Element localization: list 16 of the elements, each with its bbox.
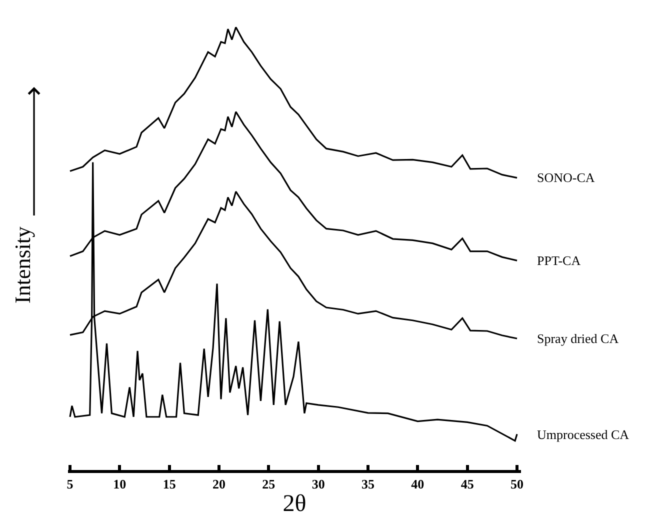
x-tick-label: 35 [362,476,376,492]
x-tick-label: 20 [212,476,226,492]
series-label: SONO-CA [537,170,596,185]
x-tick-label: 5 [66,476,74,492]
x-tick-label: 30 [312,476,325,492]
x-tick-label: 40 [411,476,424,492]
x-tick-label: 10 [113,476,126,492]
x-tick-label: 15 [162,476,176,492]
series-label: PPT-CA [537,253,582,268]
x-tick-label: 25 [262,476,276,492]
y-axis-title: Intensity [10,226,35,304]
x-axis-title: 2θ [282,490,306,517]
x-tick-label: 45 [460,476,474,492]
series-label: Umprocessed CA [537,427,630,442]
series-label: Spray dried CA [537,331,620,346]
x-tick-label: 50 [510,476,524,492]
